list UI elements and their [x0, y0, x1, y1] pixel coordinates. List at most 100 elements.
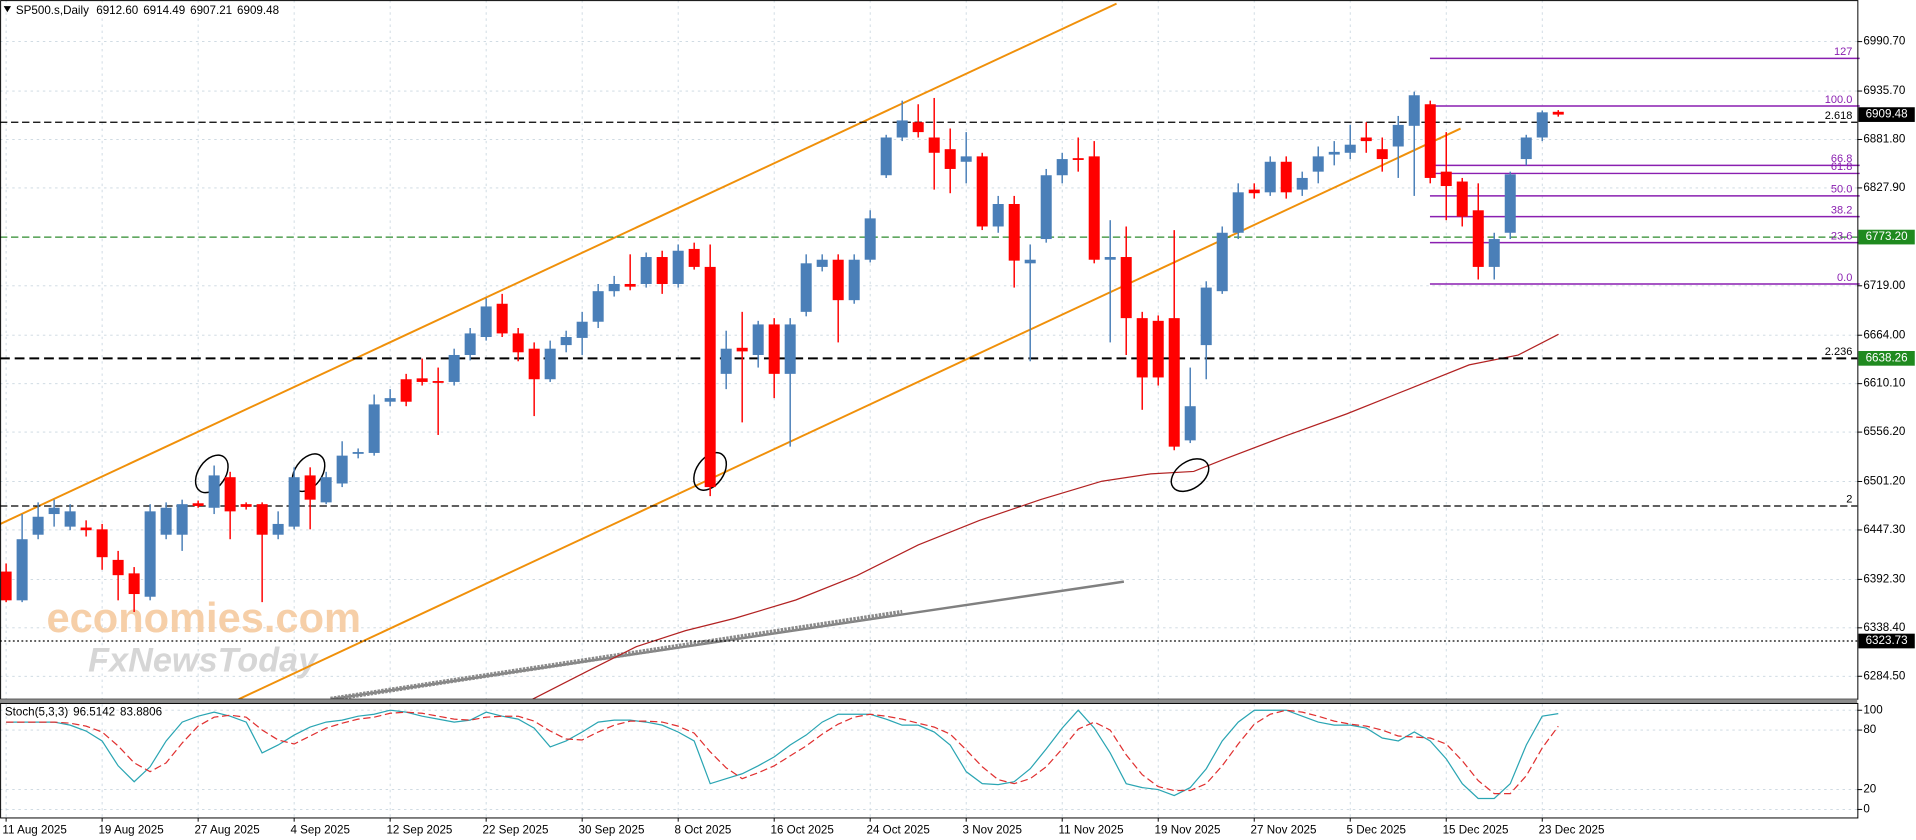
candle-body: [1248, 189, 1260, 194]
level-label: 2.236: [1825, 346, 1853, 358]
x-tick-label: 11 Aug 2025: [2, 823, 66, 836]
candle-body: [48, 507, 60, 515]
candle-body: [1264, 161, 1276, 193]
candle-body: [176, 504, 188, 535]
candle-body: [608, 283, 620, 292]
x-tick-label: 23 Dec 2025: [1539, 823, 1605, 836]
candle-body: [112, 559, 124, 576]
candle-body: [16, 539, 28, 601]
ellipse: [194, 454, 229, 494]
axes: 6990.70 6935.70 6881.80 6827.90 6719.00 6664.…: [2, 35, 1915, 836]
candle-body: [704, 266, 716, 488]
candle-body: [256, 504, 268, 535]
candle-body: [880, 137, 892, 176]
candle-body: [208, 475, 220, 508]
x-tick-label: 27 Aug 2025: [194, 823, 259, 836]
x-tick-label: 30 Sep 2025: [578, 823, 644, 836]
y-tick-label: 6610.10: [1863, 377, 1906, 390]
candle-body: [192, 503, 204, 506]
candle-body: [944, 149, 956, 169]
x-tick-label: 16 Oct 2025: [771, 823, 834, 836]
candle-body: [576, 321, 588, 338]
candle-body: [720, 348, 732, 374]
x-tick-label: 5 Dec 2025: [1347, 823, 1406, 836]
channel-upper: [0, 2, 1117, 525]
candle-body: [1008, 204, 1020, 261]
x-tick-label: 19 Nov 2025: [1155, 823, 1221, 836]
x-tick-label: 4 Sep 2025: [290, 823, 349, 836]
price-tag: [1858, 229, 1915, 245]
candle-body: [976, 156, 988, 227]
level-label: 2: [1846, 494, 1852, 506]
candle-body: [624, 283, 636, 287]
candle-body: [384, 398, 396, 402]
candle-body: [1312, 156, 1324, 172]
chart-header: SP500.s,Daily 6912.60 6914.49 6907.21 6909.4…: [16, 4, 279, 17]
candle-body: [1200, 287, 1212, 346]
fib-label: 50.0: [1831, 184, 1852, 196]
x-tick-label: 15 Dec 2025: [1443, 823, 1509, 836]
candle-body: [832, 259, 844, 301]
candle-body: [160, 507, 172, 535]
header-high: 6914.49: [143, 4, 185, 17]
price-tag-label: 6323.73: [1866, 634, 1908, 647]
candle-body: [1280, 161, 1292, 193]
candle-body: [1296, 177, 1308, 190]
candle-body: [32, 516, 44, 535]
candle-body: [1040, 175, 1052, 240]
candle-body: [1168, 318, 1180, 447]
candle-body: [1520, 137, 1532, 160]
candle-body: [736, 347, 748, 352]
candle-body: [688, 248, 700, 267]
candle-body: [592, 291, 604, 322]
fib-label: 0.0: [1837, 272, 1852, 284]
candle-body: [1360, 137, 1372, 142]
price-tag: [1858, 633, 1915, 649]
candle-body: [496, 303, 508, 334]
candle-body: [1216, 232, 1228, 292]
channel-lower: [238, 127, 1461, 701]
watermark: economies.com FxNewsToday: [47, 594, 361, 680]
fib-label: 127: [1834, 46, 1852, 58]
header-low: 6907.21: [190, 4, 232, 17]
watermark-text: FxNewsToday: [88, 642, 319, 680]
candle-body: [1152, 320, 1164, 378]
symbol: SP500.s,Daily: [16, 4, 89, 17]
candle-body: [1424, 104, 1436, 178]
candle-body: [96, 529, 108, 558]
x-tick-label: 19 Aug 2025: [98, 823, 163, 836]
moving-average: [532, 333, 1559, 700]
fib-label: 100.0: [1825, 94, 1853, 106]
y-tick-label: 6392.30: [1863, 572, 1906, 585]
candle-body: [144, 511, 156, 597]
candle-body: [1504, 174, 1516, 233]
candle-body: [1392, 124, 1404, 147]
x-tick-label: 8 Oct 2025: [675, 823, 732, 836]
candle-body: [448, 354, 460, 382]
header-open: 6912.60: [96, 4, 139, 17]
candle-body: [1184, 406, 1196, 441]
candle-body: [800, 263, 812, 312]
ellipse: [1170, 458, 1210, 493]
candle-body: [1376, 149, 1388, 160]
candle-body: [992, 204, 1004, 227]
fib-label: 61.8: [1831, 161, 1852, 173]
x-tick-label: 24 Oct 2025: [867, 823, 930, 836]
header-icon: [3, 6, 12, 13]
candle-body: [464, 333, 476, 355]
candle-body: [896, 120, 908, 138]
candle-body: [1136, 318, 1148, 378]
y-tick-label: 6990.70: [1863, 35, 1906, 48]
candle-body: [784, 324, 796, 374]
price-tag: [1858, 350, 1915, 366]
price-tag: [1858, 107, 1915, 122]
candle-body: [368, 404, 380, 453]
y-tick-label: 6556.20: [1863, 425, 1906, 438]
candle-body: [752, 324, 764, 355]
y-tick-label: 6664.00: [1863, 328, 1906, 341]
indicator-header: Stoch(5,3,3) 96.5142 83.8806: [5, 706, 162, 719]
fib-label: 23.6: [1831, 230, 1852, 242]
candle-body: [1408, 95, 1420, 126]
candle-body: [1344, 144, 1356, 153]
